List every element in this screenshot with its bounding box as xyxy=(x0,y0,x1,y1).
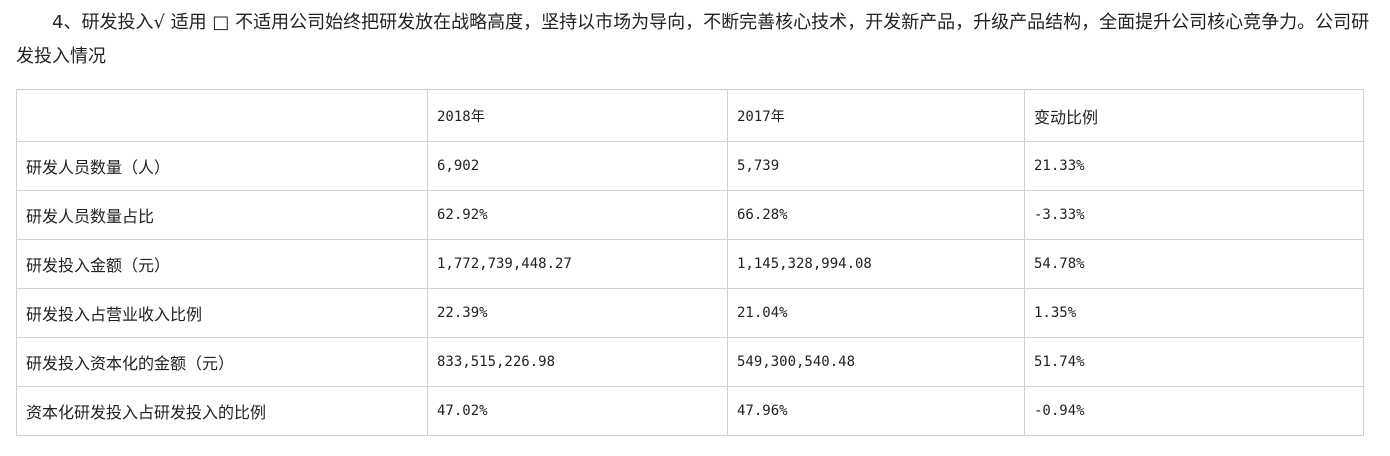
header-cell-change: 变动比例 xyxy=(1024,89,1364,142)
value-2017: 66.28% xyxy=(727,190,1025,240)
value-2017: 21.04% xyxy=(727,288,1025,338)
row-label: 研发投入占营业收入比例 xyxy=(16,288,428,338)
value-2017: 47.96% xyxy=(727,386,1025,436)
header-cell-2017: 2017年 xyxy=(727,89,1025,142)
row-label: 研发投入资本化的金额（元） xyxy=(16,337,428,387)
table-row: 研发人员数量占比 62.92% 66.28% -3.33% xyxy=(16,190,1364,240)
rd-investment-table: 2018年 2017年 变动比例 研发人员数量（人） 6,902 5,739 2… xyxy=(16,89,1364,436)
value-2018: 62.92% xyxy=(427,190,728,240)
value-change: 21.33% xyxy=(1024,141,1364,191)
value-change: 54.78% xyxy=(1024,239,1364,289)
value-change: -0.94% xyxy=(1024,386,1364,436)
value-2018: 47.02% xyxy=(427,386,728,436)
value-2018: 6,902 xyxy=(427,141,728,191)
value-change: 51.74% xyxy=(1024,337,1364,387)
row-label: 资本化研发投入占研发投入的比例 xyxy=(16,386,428,436)
header-cell-2018: 2018年 xyxy=(427,89,728,142)
intro-paragraph: 4、研发投入√ 适用 □ 不适用公司始终把研发放在战略高度，坚持以市场为导向，不… xyxy=(16,12,1370,67)
value-change: -3.33% xyxy=(1024,190,1364,240)
table-row: 资本化研发投入占研发投入的比例 47.02% 47.96% -0.94% xyxy=(16,386,1364,436)
row-label: 研发人员数量（人） xyxy=(16,141,428,191)
row-label: 研发人员数量占比 xyxy=(16,190,428,240)
value-2018: 22.39% xyxy=(427,288,728,338)
value-2017: 5,739 xyxy=(727,141,1025,191)
table-row: 研发人员数量（人） 6,902 5,739 21.33% xyxy=(16,141,1364,191)
table-row: 研发投入占营业收入比例 22.39% 21.04% 1.35% xyxy=(16,288,1364,338)
table-row: 研发投入资本化的金额（元） 833,515,226.98 549,300,540… xyxy=(16,337,1364,387)
value-2018: 1,772,739,448.27 xyxy=(427,239,728,289)
row-label: 研发投入金额（元） xyxy=(16,239,428,289)
table-row: 研发投入金额（元） 1,772,739,448.27 1,145,328,994… xyxy=(16,239,1364,289)
header-cell-empty xyxy=(16,89,428,142)
value-2017: 1,145,328,994.08 xyxy=(727,239,1025,289)
value-2017: 549,300,540.48 xyxy=(727,337,1025,387)
value-change: 1.35% xyxy=(1024,288,1364,338)
table-header-row: 2018年 2017年 变动比例 xyxy=(16,89,1364,142)
value-2018: 833,515,226.98 xyxy=(427,337,728,387)
